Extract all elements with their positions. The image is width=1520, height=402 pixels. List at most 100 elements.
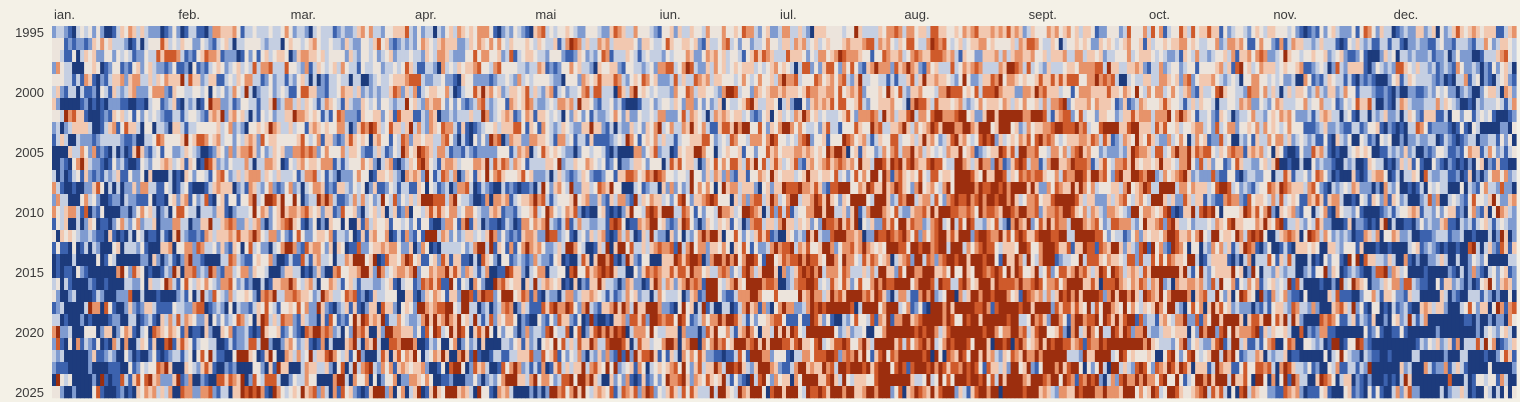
heatmap-cell	[388, 74, 394, 87]
heatmap-cell	[1495, 146, 1501, 159]
heatmap-cell	[84, 134, 89, 147]
heatmap-cell	[280, 98, 286, 111]
heatmap-cell	[657, 134, 663, 147]
heatmap-cell	[1219, 98, 1224, 111]
heatmap-cell	[1102, 98, 1108, 111]
heatmap-cell	[585, 86, 591, 99]
heatmap-cell	[741, 134, 747, 147]
heatmap-cell	[264, 62, 270, 75]
heatmap-cell	[1415, 122, 1421, 135]
heatmap-cell	[545, 86, 550, 99]
heatmap-cell	[874, 50, 879, 63]
heatmap-cell	[806, 38, 811, 51]
heatmap-cell	[1171, 50, 1176, 63]
heatmap-cell	[1503, 134, 1509, 147]
heatmap-cell	[1102, 134, 1108, 147]
heatmap-cell	[421, 74, 426, 87]
heatmap-cell	[96, 26, 101, 39]
heatmap-cell	[272, 74, 278, 87]
heatmap-cell	[404, 146, 410, 159]
heatmap-cell	[605, 158, 611, 171]
heatmap-cell	[441, 74, 446, 87]
heatmap-cell	[1311, 122, 1317, 135]
heatmap-cell	[541, 170, 546, 183]
heatmap-cell	[220, 50, 226, 63]
heatmap-cell	[1199, 110, 1204, 123]
heatmap-cell	[328, 62, 334, 75]
heatmap-cell	[108, 170, 113, 183]
heatmap-cell	[1251, 62, 1256, 75]
heatmap-cell	[513, 50, 518, 63]
heatmap-cell	[1415, 26, 1421, 39]
heatmap-cell	[794, 50, 799, 63]
heatmap-cell	[200, 182, 206, 195]
heatmap-cell	[1499, 170, 1505, 183]
heatmap-cell	[1371, 98, 1377, 111]
heatmap-cell	[1331, 50, 1337, 63]
heatmap-cell	[545, 50, 550, 63]
heatmap-cell	[260, 182, 266, 195]
heatmap-cell	[1279, 50, 1284, 63]
heatmap-cell	[417, 98, 422, 111]
heatmap-cell	[457, 50, 462, 63]
heatmap-cell	[272, 182, 278, 195]
heatmap-cell	[1291, 134, 1296, 147]
heatmap-cell	[284, 98, 290, 111]
heatmap-cell	[878, 110, 883, 123]
heatmap-cell	[433, 110, 438, 123]
heatmap-cell	[1447, 86, 1453, 99]
heatmap-cell	[212, 98, 218, 111]
heatmap-cell	[252, 26, 258, 39]
heatmap-cell	[942, 182, 948, 195]
heatmap-cell	[324, 134, 330, 147]
heatmap-cell	[176, 134, 181, 147]
heatmap-cell	[1058, 182, 1064, 195]
heatmap-cell	[489, 38, 494, 51]
heatmap-cell	[974, 110, 980, 123]
heatmap-cell	[669, 110, 675, 123]
heatmap-cell	[312, 182, 318, 195]
heatmap-cell	[1319, 50, 1325, 63]
heatmap-cell	[461, 146, 466, 159]
heatmap-cell	[926, 38, 931, 51]
heatmap-cell	[1331, 62, 1337, 75]
heatmap-cell	[304, 158, 310, 171]
heatmap-cell	[765, 98, 771, 111]
heatmap-cell	[938, 74, 944, 87]
heatmap-cell	[994, 158, 1000, 171]
heatmap-cell	[168, 26, 173, 39]
heatmap-cell	[1463, 134, 1469, 147]
heatmap-cell	[938, 134, 944, 147]
heatmap-cell	[669, 158, 675, 171]
heatmap-cell	[830, 86, 835, 99]
heatmap-cell	[1106, 86, 1112, 99]
heatmap-cell	[886, 134, 891, 147]
heatmap-cell	[192, 182, 197, 195]
heatmap-cell	[52, 158, 57, 171]
heatmap-cell	[798, 122, 803, 135]
heatmap-cell	[485, 146, 490, 159]
heatmap-cell	[729, 50, 735, 63]
heatmap-cell	[1022, 86, 1028, 99]
heatmap-cell	[256, 26, 262, 39]
heatmap-cell	[769, 74, 775, 87]
heatmap-cell	[396, 26, 402, 39]
heatmap-cell	[1134, 146, 1140, 159]
heatmap-cell	[1303, 26, 1309, 39]
heatmap-cell	[120, 50, 125, 63]
heatmap-cell	[360, 110, 366, 123]
heatmap-cell	[136, 134, 141, 147]
heatmap-cell	[1319, 122, 1325, 135]
heatmap-cell	[204, 38, 210, 51]
heatmap-cell	[1311, 50, 1317, 63]
heatmap-cell	[858, 158, 863, 171]
heatmap-cell	[753, 98, 759, 111]
heatmap-cell	[264, 122, 270, 135]
heatmap-cell	[1503, 158, 1509, 171]
heatmap-cell	[152, 134, 157, 147]
heatmap-cell	[1475, 134, 1481, 147]
heatmap-cell	[340, 26, 346, 39]
heatmap-cell	[324, 74, 330, 87]
heatmap-cell	[324, 158, 330, 171]
heatmap-cell	[1235, 110, 1240, 123]
